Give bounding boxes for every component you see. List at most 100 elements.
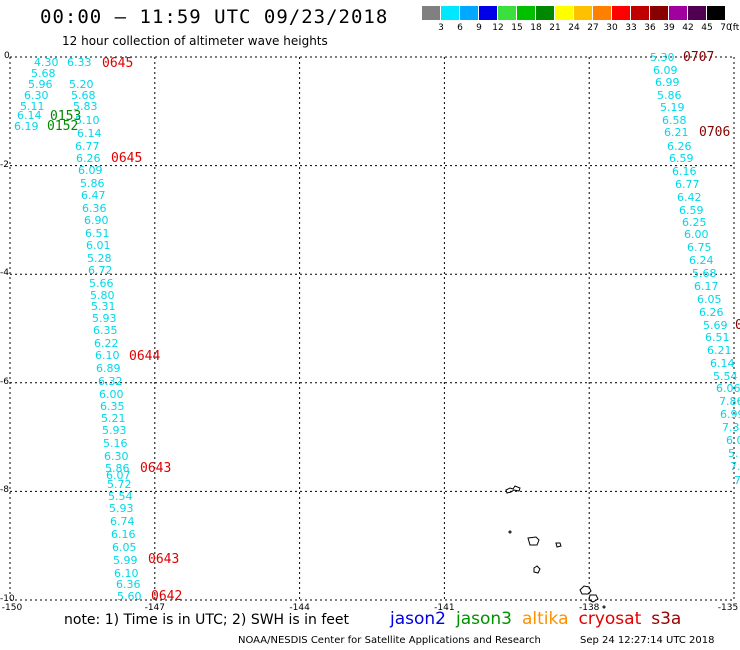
wave-height-value: 6.05 bbox=[112, 541, 137, 554]
colorbar-label: 24 bbox=[568, 23, 580, 33]
colorbar-swatch bbox=[441, 6, 460, 20]
wave-height-value: 6.09 bbox=[78, 164, 103, 177]
pass-time-label: 0645 bbox=[111, 151, 143, 166]
pass-time-label: 0 bbox=[735, 318, 740, 333]
wave-height-value: 6.21 bbox=[664, 126, 689, 139]
colorbar-label: 36 bbox=[644, 23, 656, 33]
wave-height-value: 6.25 bbox=[682, 216, 707, 229]
colorbar-swatch bbox=[688, 6, 707, 20]
colorbar-label: 9 bbox=[476, 23, 482, 33]
wave-height-value: 6.35 bbox=[100, 400, 125, 413]
pass-time-label: 0643 bbox=[148, 552, 180, 567]
wave-height-value: 5.31 bbox=[91, 300, 116, 313]
wave-height-value: 6.72 bbox=[88, 264, 113, 277]
wave-height-value: 5. bbox=[728, 447, 739, 460]
wave-height-value: 6.16 bbox=[672, 165, 697, 178]
longitude-tick-label: -135 bbox=[717, 603, 739, 613]
colorbar-label: 30 bbox=[606, 23, 618, 33]
colorbar-swatch bbox=[707, 6, 726, 20]
wave-height-value: 5.86 bbox=[105, 462, 130, 475]
wave-height-value: 6.36 bbox=[116, 578, 141, 591]
pass-time-label: 0152 bbox=[47, 119, 79, 134]
wave-height-value: 6.59 bbox=[679, 204, 704, 217]
latitude-tick-label: 0 bbox=[4, 51, 10, 61]
wave-height-value: 6.26 bbox=[699, 306, 724, 319]
latitude-tick-label: -4 bbox=[0, 268, 9, 279]
wave-height-value: 6.77 bbox=[675, 178, 700, 191]
note-text: note: 1) Time is in UTC; 2) SWH is in fe… bbox=[64, 612, 350, 628]
colorbar-label: 42 bbox=[682, 23, 694, 33]
colorbar-label: 39 bbox=[663, 23, 675, 33]
wave-height-value: 5.99 bbox=[113, 554, 138, 567]
wave-height-value: 6.33 bbox=[67, 56, 92, 69]
wave-height-value: 6.58 bbox=[662, 114, 687, 127]
colorbar-swatch bbox=[574, 6, 593, 20]
wave-height-value: 6.05 bbox=[697, 293, 722, 306]
lat-lon-grid bbox=[9, 56, 735, 601]
longitude-tick-label: -150 bbox=[1, 603, 23, 613]
wave-height-value: 5.69 bbox=[703, 319, 728, 332]
credit-text: NOAA/NESDIS Center for Satellite Applica… bbox=[238, 635, 541, 646]
wave-height-value: 5.11 bbox=[20, 100, 45, 113]
wave-height-value: 4.30 bbox=[34, 56, 59, 69]
wave-height-value: 6.07 bbox=[106, 469, 131, 482]
colorbar-label: 15 bbox=[511, 23, 523, 33]
longitude-tick-label: -144 bbox=[289, 603, 310, 613]
wave-height-value: 6.26 bbox=[76, 152, 101, 165]
wave-height-value: 6.00 bbox=[99, 388, 124, 401]
wave-height-value: 6.89 bbox=[96, 362, 121, 375]
colorbar-label: 6 bbox=[457, 23, 463, 33]
wave-height-value: 6.77 bbox=[75, 140, 100, 153]
wave-height-value: 6.90 bbox=[84, 214, 109, 227]
wave-height-value: 5.80 bbox=[90, 289, 115, 302]
wave-height-value: 5.20 bbox=[69, 78, 94, 91]
colorbar-swatch bbox=[612, 6, 631, 20]
colorbar-swatch bbox=[479, 6, 498, 20]
wave-height-value: 5.54 bbox=[108, 490, 133, 503]
wave-height-value: 6.22 bbox=[94, 337, 119, 350]
wave-height-value: 6.10 bbox=[114, 567, 139, 580]
colorbar-label: 12 bbox=[492, 23, 504, 33]
generated-timestamp: Sep 24 12:27:14 UTC 2018 bbox=[580, 635, 715, 646]
wave-height-value: 6.51 bbox=[85, 227, 110, 240]
wave-height-value: 6.75 bbox=[687, 241, 712, 254]
pass-time-label: 0645 bbox=[102, 56, 134, 71]
wave-height-value: 6.47 bbox=[81, 189, 106, 202]
wave-height-value: 6.59 bbox=[669, 152, 694, 165]
wave-height-value: 6.06 bbox=[716, 382, 740, 395]
legend-item-jason3: jason3 bbox=[456, 609, 512, 629]
wave-height-value: 7 bbox=[734, 474, 740, 487]
island-shape bbox=[505, 485, 521, 494]
latitude-tick-label: -2 bbox=[0, 159, 9, 170]
pass-time-label: 0707 bbox=[683, 50, 715, 65]
island-shape bbox=[508, 530, 512, 534]
wave-height-value: 5.68 bbox=[31, 67, 56, 80]
colorbar-label: 27 bbox=[587, 23, 599, 33]
wave-height-value: 5.16 bbox=[103, 437, 128, 450]
wave-height-value: 7.86 bbox=[719, 395, 740, 408]
island-outlines bbox=[505, 485, 606, 609]
wave-height-value: 5.60 bbox=[117, 590, 142, 603]
wave-height-value: 7. bbox=[730, 460, 740, 473]
colorbar-swatch bbox=[650, 6, 669, 20]
colorbar-label: 70 bbox=[720, 23, 732, 33]
wave-height-value: 5.54 bbox=[713, 370, 738, 383]
pass-time-label: 0644 bbox=[129, 349, 161, 364]
wave-height-value: 6.00 bbox=[684, 228, 709, 241]
latitude-tick-label: -10 bbox=[0, 594, 15, 604]
legend-item-jason2: jason2 bbox=[390, 609, 446, 629]
wave-height-value: 5.93 bbox=[102, 424, 127, 437]
wave-height-value: 6.35 bbox=[93, 324, 118, 337]
colorbar-swatch bbox=[498, 6, 517, 20]
wave-height-value: 6.17 bbox=[694, 280, 719, 293]
longitude-tick-label: -147 bbox=[144, 603, 166, 613]
wave-height-value: 6.32 bbox=[98, 375, 123, 388]
colorbar-swatch bbox=[517, 6, 536, 20]
island-shape bbox=[533, 565, 541, 574]
wave-height-value: 6.24 bbox=[689, 254, 714, 267]
wave-height-value: 5.28 bbox=[87, 252, 112, 265]
colorbar-swatch bbox=[460, 6, 479, 20]
colorbar-label: 45 bbox=[701, 23, 713, 33]
wave-height-value: 5.19 bbox=[660, 101, 685, 114]
